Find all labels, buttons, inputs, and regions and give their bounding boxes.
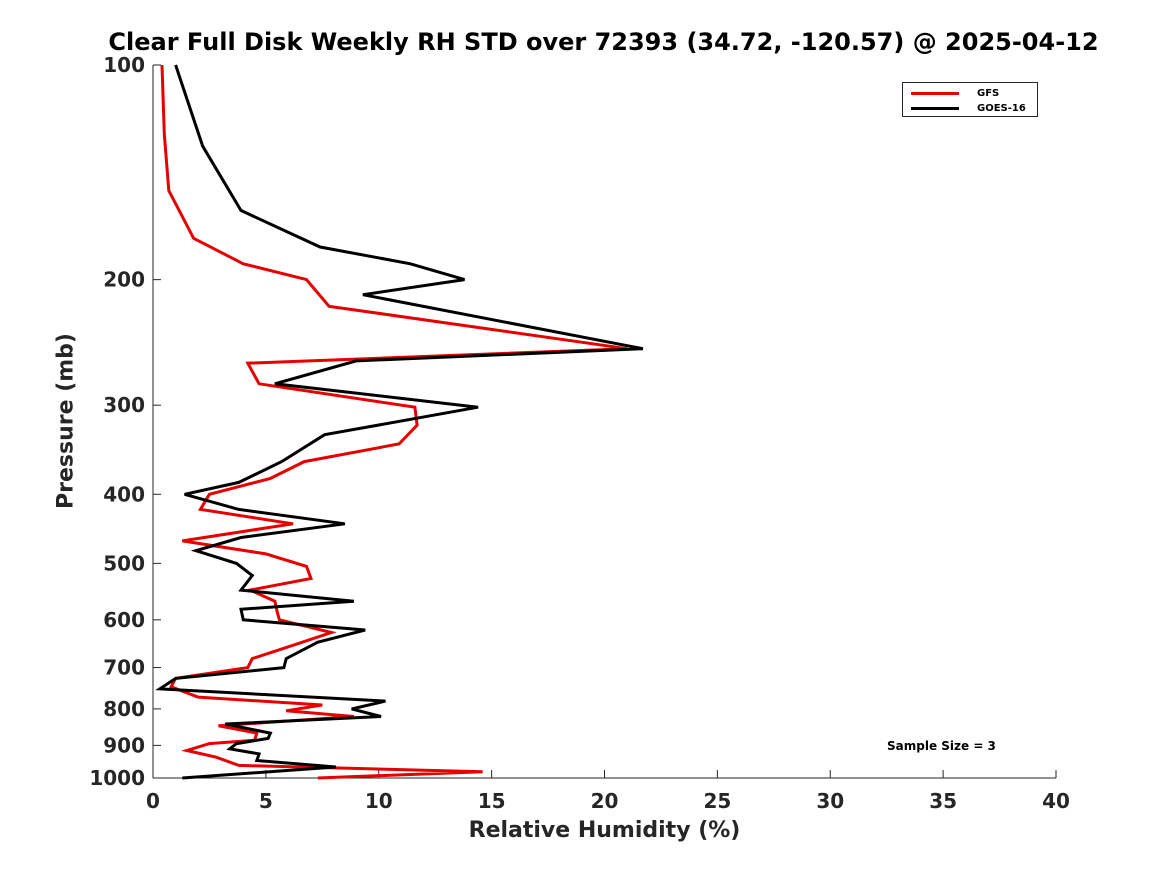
y-tick-label: 800 bbox=[103, 697, 145, 721]
y-tick-label: 600 bbox=[103, 608, 145, 632]
y-axis-label: Pressure (mb) bbox=[53, 333, 79, 509]
y-tick-label: 100 bbox=[103, 53, 145, 77]
legend-label-goes16: GOES-16 bbox=[977, 102, 1026, 114]
x-axis-label: Relative Humidity (%) bbox=[468, 818, 741, 843]
chart-title: Clear Full Disk Weekly RH STD over 72393… bbox=[108, 28, 1099, 56]
x-tick-label: 0 bbox=[146, 789, 160, 813]
legend-swatch-gfs bbox=[911, 91, 959, 95]
x-tick-label: 20 bbox=[591, 789, 619, 813]
legend-swatch-goes16 bbox=[911, 106, 959, 110]
y-tick-label: 700 bbox=[103, 656, 145, 680]
x-tick-label: 10 bbox=[365, 789, 393, 813]
y-tick-label: 400 bbox=[103, 482, 145, 506]
y-tick-label: 500 bbox=[103, 551, 145, 575]
legend-entry-goes16: GOES-16 bbox=[911, 101, 1026, 115]
y-tick-label: 200 bbox=[103, 268, 145, 292]
x-tick-label: 15 bbox=[478, 789, 506, 813]
legend-label-gfs: GFS bbox=[977, 87, 1000, 99]
x-tick-label: 25 bbox=[703, 789, 731, 813]
x-tick-label: 40 bbox=[1042, 789, 1070, 813]
y-tick-label: 900 bbox=[103, 733, 145, 757]
legend: GFS GOES-16 bbox=[902, 82, 1038, 117]
y-tick-label: 1000 bbox=[89, 766, 145, 790]
x-tick-label: 5 bbox=[259, 789, 273, 813]
x-tick-label: 30 bbox=[816, 789, 844, 813]
x-tick-label: 35 bbox=[929, 789, 957, 813]
y-tick-label: 300 bbox=[103, 393, 145, 417]
legend-entry-gfs: GFS bbox=[911, 86, 999, 100]
series-line-goes16 bbox=[155, 64, 644, 780]
sample-size-annotation: Sample Size = 3 bbox=[887, 739, 996, 753]
